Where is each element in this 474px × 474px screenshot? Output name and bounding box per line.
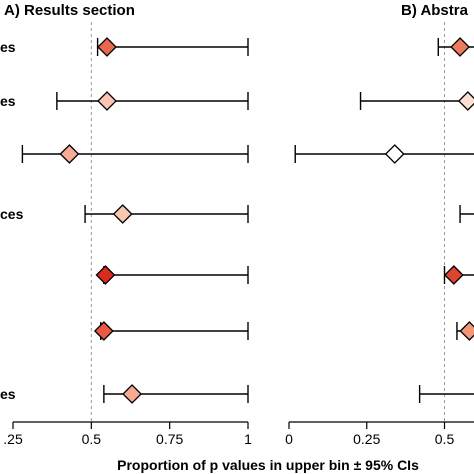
x-tick-label: 1 <box>244 431 252 447</box>
x-tick-label: 0.75 <box>156 431 183 447</box>
x-axis-title: Proportion of p values in upper bin ± 95… <box>117 457 419 473</box>
row-label: es <box>0 93 16 109</box>
estimate-diamond <box>95 265 116 285</box>
estimate-diamond <box>122 384 142 404</box>
estimate-diamond <box>384 144 405 164</box>
estimate-diamond <box>450 37 470 57</box>
estimate-diamond <box>459 321 474 341</box>
x-tick-label: 0.25 <box>353 431 380 447</box>
row-label: es <box>0 39 16 55</box>
estimate-diamond <box>93 321 114 341</box>
x-tick-label: 0.5 <box>82 431 102 447</box>
row-label: ces <box>0 206 24 222</box>
panel-b-title: B) Abstra <box>401 2 469 19</box>
x-tick-label: 0.5 <box>435 431 455 447</box>
estimate-diamond <box>59 144 80 164</box>
estimate-diamond <box>97 91 117 111</box>
estimate-diamond <box>112 204 133 224</box>
estimate-diamond <box>97 37 117 57</box>
estimate-diamond <box>443 265 464 285</box>
x-tick-label: .25 <box>3 431 23 447</box>
panel-a-title: A) Results section <box>4 2 135 19</box>
x-tick-label: 0 <box>285 431 293 447</box>
estimate-diamond <box>457 91 474 111</box>
row-label: es <box>0 386 16 402</box>
